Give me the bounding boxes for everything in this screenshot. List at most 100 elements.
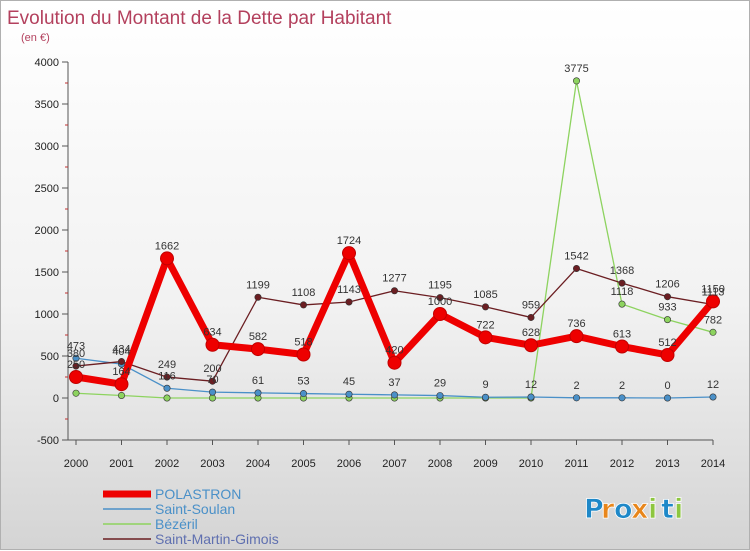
- data-point: [618, 394, 626, 402]
- legend-label: Bézéril: [155, 516, 198, 532]
- data-label: 0: [664, 380, 670, 392]
- data-label: 9: [482, 379, 488, 391]
- data-point: [436, 294, 444, 302]
- data-point: [663, 293, 671, 301]
- data-label: 518: [294, 336, 312, 348]
- data-point: [709, 393, 717, 401]
- proxiti-logo: Pr ox i t i: [584, 494, 684, 526]
- data-point: [72, 354, 80, 362]
- data-label: 628: [522, 327, 540, 339]
- data-label: 70: [206, 374, 218, 386]
- data-label: 473: [67, 340, 85, 352]
- data-point: [163, 384, 171, 392]
- data-label: 53: [297, 376, 309, 388]
- data-label: 61: [252, 375, 264, 387]
- data-label: 2: [573, 380, 579, 392]
- data-point: [118, 358, 126, 366]
- data-label: 1195: [428, 280, 452, 292]
- data-point: [390, 287, 398, 295]
- data-label: 434: [112, 344, 130, 356]
- data-label: 634: [203, 327, 221, 339]
- x-tick-label: 2002: [155, 458, 179, 470]
- data-label: 613: [613, 329, 631, 341]
- x-tick-label: 2014: [701, 458, 725, 470]
- data-label: 1277: [382, 273, 406, 285]
- y-tick-label: 3000: [35, 141, 59, 153]
- data-label: 1150: [701, 283, 725, 295]
- y-tick-label: 4000: [35, 57, 59, 69]
- data-point: [663, 316, 671, 324]
- series-layer: [69, 77, 720, 402]
- data-label: 782: [704, 314, 722, 326]
- legend-label: Saint-Soulan: [155, 501, 235, 517]
- data-label: 3775: [564, 63, 588, 75]
- data-label: 582: [249, 331, 267, 343]
- data-label: 1143: [337, 284, 361, 296]
- data-point: [160, 251, 174, 266]
- data-label: 37: [388, 377, 400, 389]
- x-tick-label: 2007: [382, 458, 406, 470]
- brand-letter: i: [674, 494, 683, 525]
- data-point: [433, 307, 447, 321]
- data-point: [527, 393, 535, 401]
- data-point: [706, 294, 720, 309]
- data-point: [69, 370, 83, 384]
- data-label: 2: [619, 380, 625, 392]
- x-tick-label: 2013: [655, 458, 679, 470]
- brand-letter: P: [584, 494, 604, 525]
- data-point: [618, 279, 626, 287]
- data-point: [572, 264, 580, 272]
- data-label: 45: [343, 376, 355, 388]
- y-tick-label: 2000: [35, 225, 59, 237]
- y-tick-label: -500: [37, 435, 59, 447]
- x-tick-label: 2005: [291, 458, 315, 470]
- data-point: [254, 293, 262, 301]
- data-label: 1118: [611, 286, 634, 298]
- data-label: 1085: [473, 289, 497, 301]
- data-label: 1199: [246, 279, 270, 291]
- data-point: [163, 373, 171, 381]
- x-tick-label: 2006: [337, 458, 361, 470]
- data-label: 250: [67, 359, 85, 371]
- data-point: [615, 339, 629, 354]
- data-point: [478, 330, 493, 345]
- x-tick-label: 2012: [610, 458, 634, 470]
- data-point: [254, 389, 262, 397]
- chart-title: Evolution du Montant de la Dette par Hab…: [7, 8, 392, 29]
- data-label: 933: [658, 302, 676, 314]
- data-label: 1368: [610, 265, 634, 277]
- data-point: [660, 347, 675, 362]
- data-point: [345, 390, 353, 398]
- data-point: [345, 298, 353, 306]
- data-point: [299, 301, 307, 309]
- legend: POLASTRONSaint-SoulanBézérilSaint-Martin…: [103, 486, 279, 547]
- data-label: 1000: [428, 296, 452, 308]
- data-label: 1206: [655, 279, 679, 291]
- x-tick-label: 2001: [109, 458, 133, 470]
- data-point: [72, 362, 80, 370]
- data-label: 404: [112, 346, 130, 358]
- data-point: [342, 246, 356, 261]
- data-label: 116: [158, 370, 176, 382]
- y-tick-label: 3500: [35, 99, 59, 111]
- data-point: [481, 303, 489, 311]
- legend-label: POLASTRON: [155, 486, 241, 502]
- axes: -500050010001500200025003000350040002000…: [35, 57, 726, 470]
- data-label: 959: [522, 299, 540, 311]
- data-point: [114, 377, 129, 392]
- data-labels: 3775 1118 933 782 473 404 116 70 61 53 45 37 29 9 12 2 2…: [67, 63, 725, 392]
- y-tick-label: 1500: [35, 267, 59, 279]
- x-tick-label: 2004: [246, 458, 270, 470]
- series-polastron: [69, 246, 720, 392]
- data-point: [251, 342, 265, 357]
- data-point: [572, 394, 580, 402]
- data-label: 249: [158, 359, 176, 371]
- data-point: [118, 391, 126, 399]
- data-point: [390, 391, 398, 399]
- data-label: 1113: [702, 287, 725, 299]
- x-tick-label: 2009: [473, 458, 497, 470]
- brand-letter: t: [661, 494, 674, 525]
- brand-letter: x: [631, 494, 648, 525]
